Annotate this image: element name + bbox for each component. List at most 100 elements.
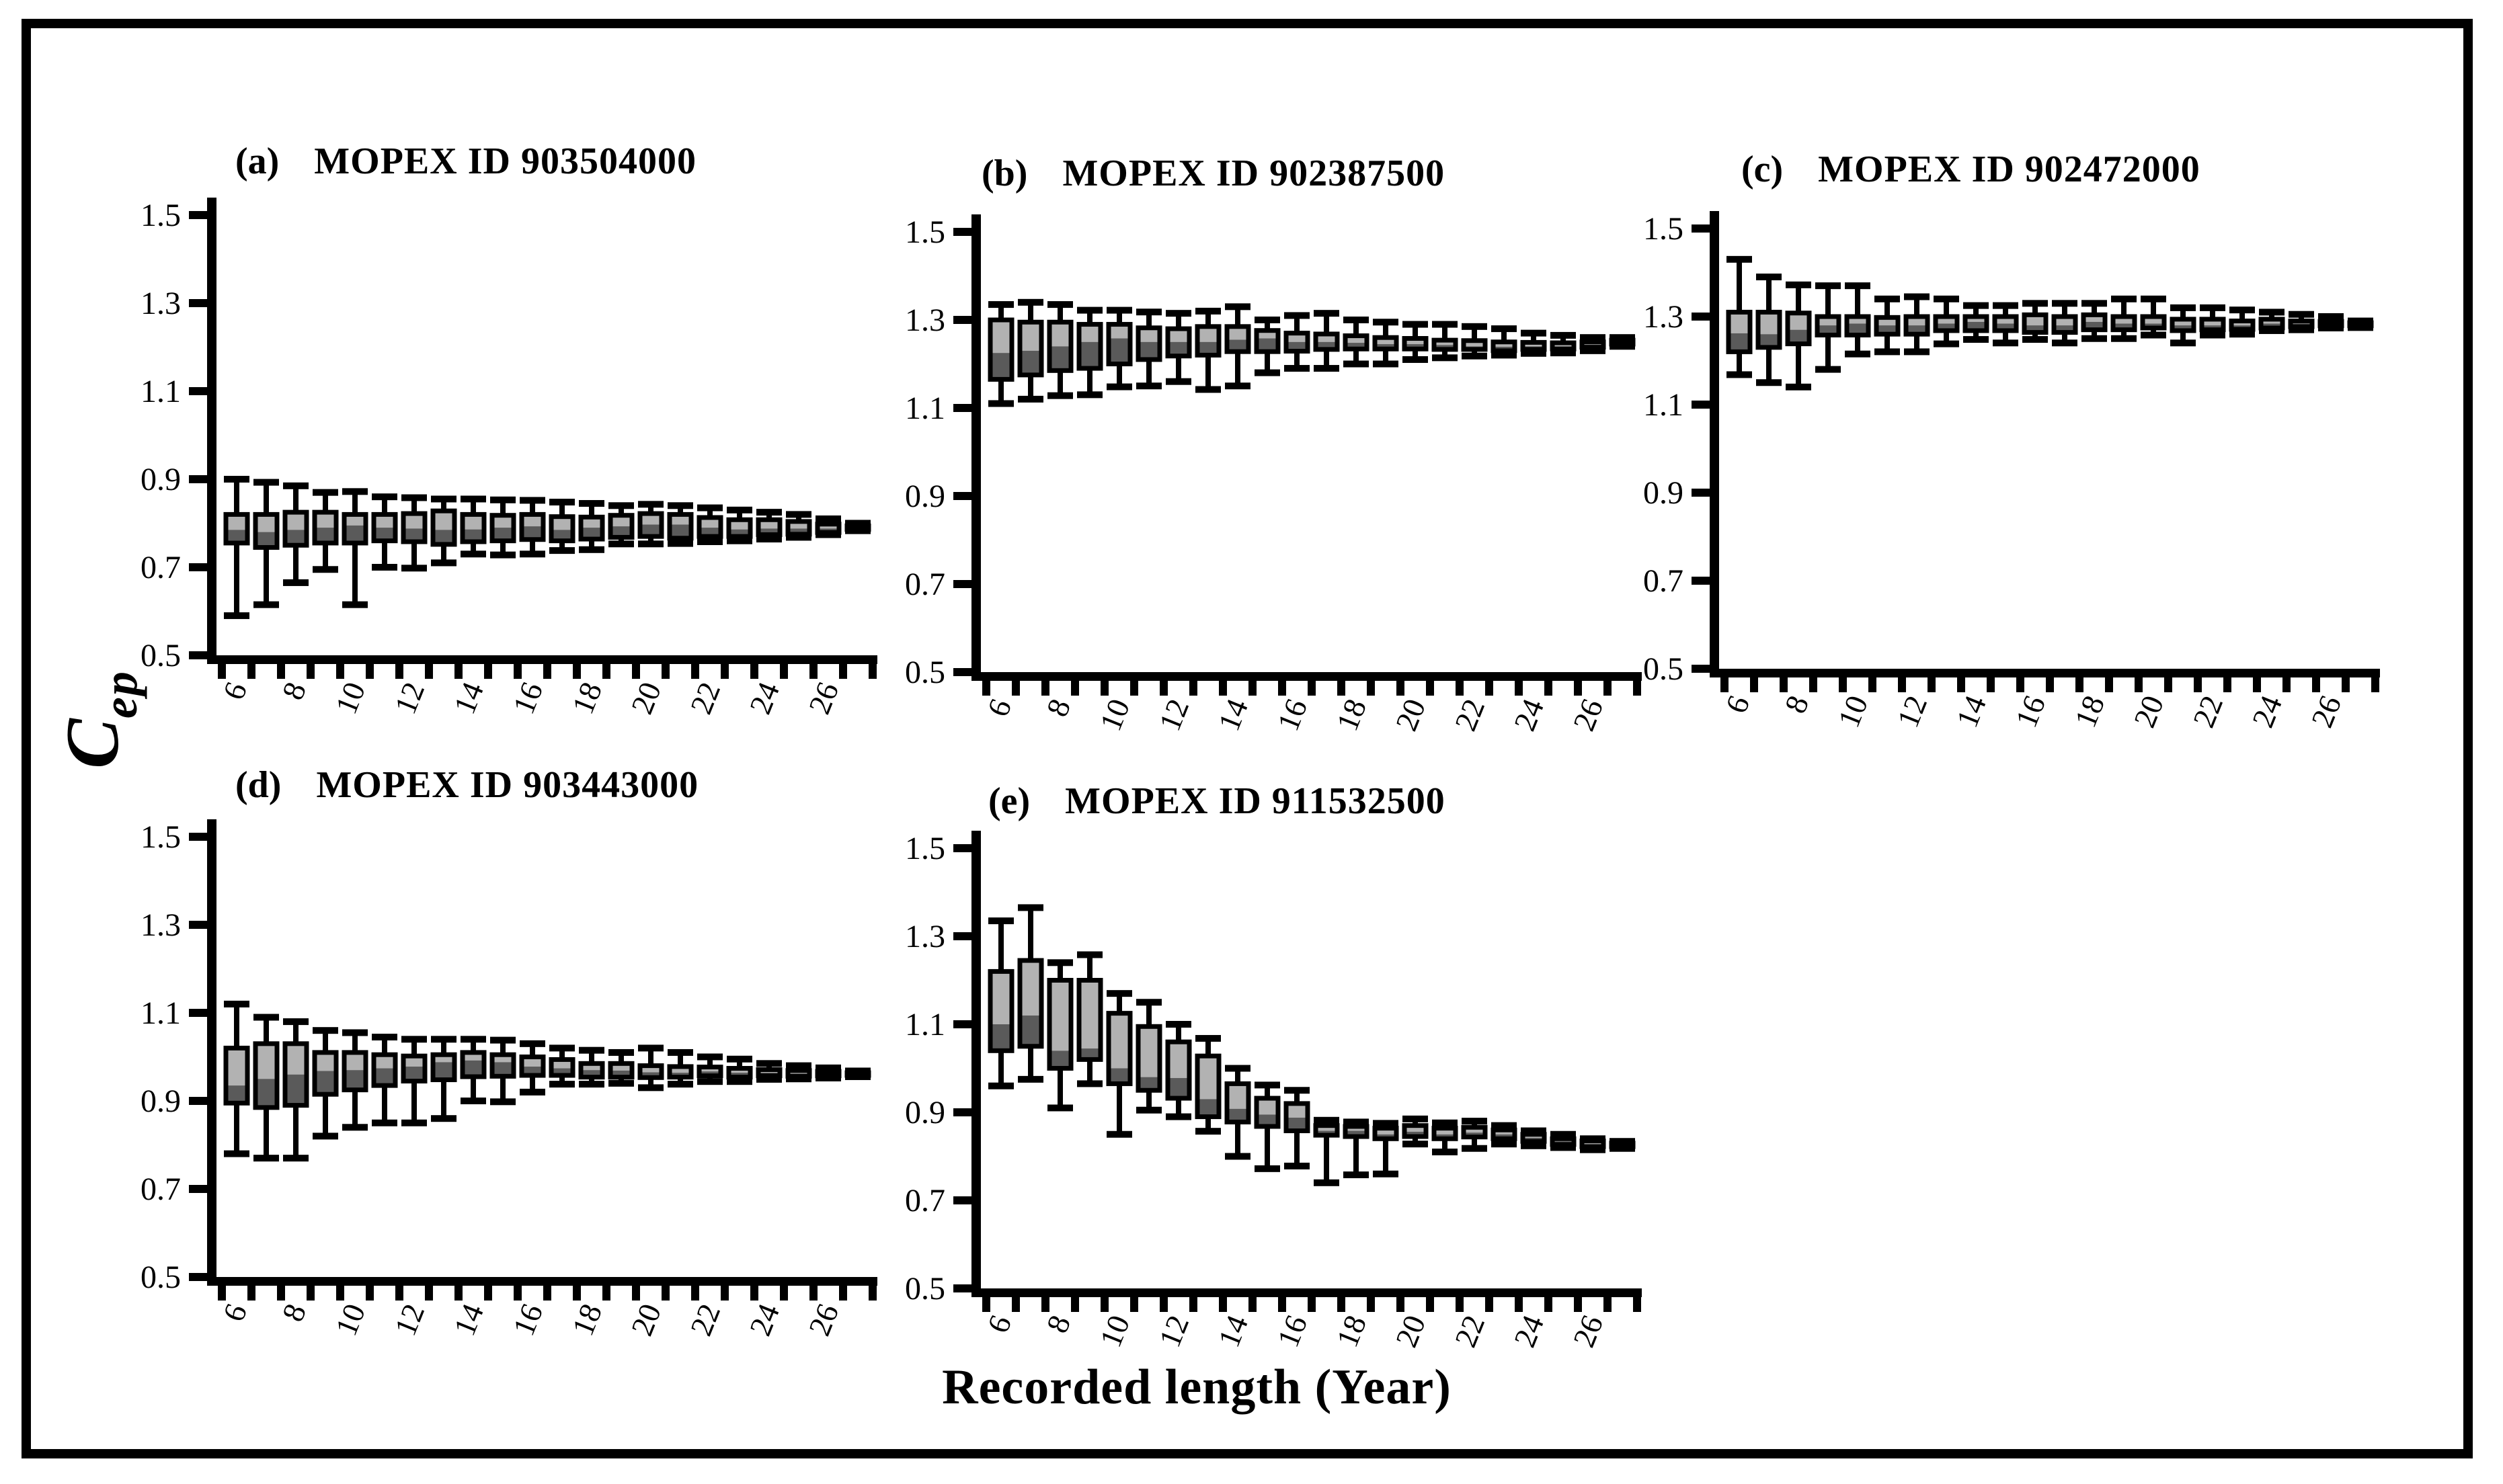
box-outline — [2022, 312, 2049, 335]
upper-whisker — [2239, 310, 2245, 321]
upper-whisker-cap — [401, 1036, 427, 1043]
box-outline — [1136, 1024, 1162, 1093]
x-tick — [632, 664, 640, 679]
lower-whisker — [1028, 1046, 1033, 1079]
upper-whisker-cap — [1462, 1118, 1487, 1125]
box-lower-quartile — [522, 526, 543, 540]
box-lower-quartile — [1168, 1077, 1189, 1099]
x-tick — [721, 1286, 729, 1301]
lower-whisker — [1914, 334, 1919, 352]
box-lower-quartile — [1995, 323, 2016, 331]
lower-whisker-cap — [1904, 348, 1930, 356]
upper-whisker-cap — [1373, 1120, 1398, 1127]
x-tick-label: 6 — [980, 694, 1018, 721]
x-tick — [2105, 677, 2113, 692]
lower-whisker-cap — [1462, 352, 1487, 360]
upper-whisker — [500, 1040, 506, 1055]
box-lower-quartile — [2083, 321, 2105, 330]
x-tick — [809, 1286, 818, 1301]
lower-whisker — [441, 544, 446, 563]
x-axis-line — [1710, 669, 2380, 677]
y-axis-title-text: Cep — [49, 670, 147, 769]
lower-whisker-cap — [1550, 349, 1576, 357]
upper-whisker — [530, 1043, 535, 1057]
box-lower-quartile — [610, 1070, 632, 1077]
lower-whisker-cap — [283, 1155, 309, 1162]
box-outline — [785, 1068, 812, 1079]
box-upper-quartile — [1758, 312, 1780, 335]
box-lower-quartile — [990, 353, 1012, 380]
upper-whisker-cap — [1580, 334, 1605, 341]
lower-whisker-cap — [697, 1078, 723, 1085]
upper-whisker — [293, 485, 299, 513]
y-tick — [1692, 489, 1710, 497]
box-lower-quartile — [1079, 341, 1101, 369]
x-tick — [1012, 1297, 1020, 1312]
box-outline — [519, 1055, 546, 1078]
upper-whisker-cap — [2200, 304, 2225, 311]
x-tick-label: 16 — [506, 1299, 550, 1341]
box-lower-quartile — [2024, 325, 2046, 333]
lower-whisker-cap — [1343, 1171, 1369, 1179]
x-tick — [1456, 1297, 1464, 1312]
lower-whisker-cap — [638, 540, 664, 548]
upper-whisker — [264, 1017, 269, 1044]
box-upper-quartile — [522, 514, 543, 527]
x-tick — [1101, 681, 1109, 696]
x-tick — [277, 664, 285, 679]
panel-b-chart: 0.5 0.7 0.9 1.1 1.3 1.5 6 8 10 12 14 16 18 20 22 24 26 — [905, 214, 1642, 736]
panel-e-title-text: MOPEX ID 911532500 — [1065, 780, 1445, 822]
y-axis-line — [971, 214, 981, 681]
lower-whisker — [1383, 349, 1388, 364]
lower-whisker — [2121, 329, 2127, 339]
x-tick-label: 6 — [1718, 691, 1756, 718]
x-tick-label: 20 — [625, 1299, 668, 1341]
upper-whisker — [382, 1037, 387, 1055]
box-upper-quartile — [344, 514, 366, 526]
x-tick — [602, 1286, 610, 1301]
box-lower-quartile — [581, 528, 602, 540]
upper-whisker — [766, 512, 772, 520]
x-tick — [1957, 677, 1965, 692]
x-tick — [1278, 681, 1286, 696]
box-outline — [1992, 314, 2019, 333]
x-tick — [1898, 677, 1906, 692]
upper-whisker — [737, 1059, 742, 1069]
lower-whisker — [500, 1076, 506, 1102]
x-tick-label: 6 — [216, 1299, 253, 1326]
upper-whisker-cap — [490, 1036, 516, 1044]
lower-whisker-cap — [549, 547, 575, 554]
panel-a-label: (a) — [235, 140, 280, 182]
lower-whisker — [1058, 370, 1063, 396]
upper-whisker-cap — [608, 1048, 634, 1056]
box-upper-quartile — [1316, 1125, 1337, 1131]
x-tick-label: 16 — [1271, 694, 1314, 736]
y-axis-line — [207, 198, 216, 664]
x-tick — [1485, 681, 1493, 696]
x-tick — [839, 1286, 847, 1301]
box-outline — [1076, 978, 1103, 1062]
box-lower-quartile — [551, 1068, 573, 1076]
upper-whisker-cap — [816, 1064, 841, 1071]
lower-whisker — [1176, 1098, 1181, 1117]
box-lower-quartile — [581, 1070, 602, 1077]
upper-whisker-cap — [490, 496, 516, 503]
box-outline — [637, 511, 664, 539]
lower-whisker-cap — [224, 612, 249, 620]
panel-e-chart: 0.5 0.7 0.9 1.1 1.3 1.5 6 8 10 12 14 16 18 20 22 24 26 — [905, 831, 1642, 1352]
box-outline — [1755, 309, 1782, 350]
lower-whisker-cap — [2200, 331, 2225, 339]
box-outline — [1283, 331, 1310, 354]
x-tick-label: 6 — [216, 677, 253, 704]
box-upper-quartile — [522, 1057, 543, 1067]
upper-whisker-cap — [1225, 303, 1250, 311]
x-tick-label: 18 — [565, 677, 609, 719]
panel-b-title: (b) MOPEX ID 902387500 — [982, 152, 1445, 195]
upper-whisker-cap — [1521, 1127, 1546, 1135]
box-lower-quartile — [640, 524, 662, 537]
upper-whisker — [2121, 298, 2127, 317]
x-tick — [1160, 1297, 1168, 1312]
box-outline — [1491, 339, 1517, 354]
lower-whisker — [998, 1050, 1004, 1086]
